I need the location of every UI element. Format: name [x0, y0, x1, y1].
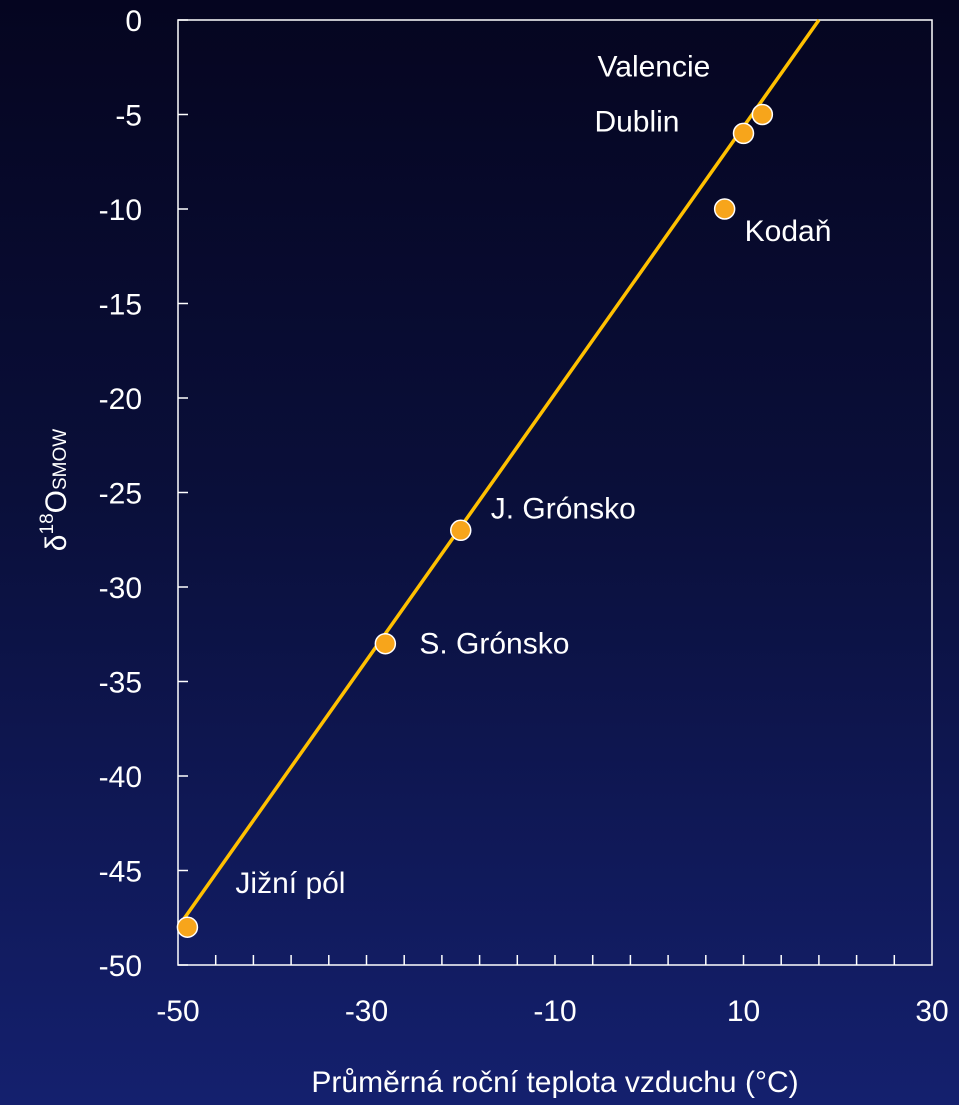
point-label: S. Grónsko — [419, 628, 569, 661]
x-axis-title: Průměrná roční teplota vzduchu (°C) — [311, 1066, 798, 1099]
y-tick-label: -30 — [99, 572, 142, 605]
y-tick-label: -20 — [99, 383, 142, 416]
y-tick-label: -15 — [99, 289, 142, 322]
y-tick-label: -50 — [99, 950, 142, 983]
data-point — [732, 122, 755, 145]
x-tick-label: 10 — [727, 995, 760, 1028]
y-axis-title-prefix: δ — [40, 535, 73, 552]
y-tick-label: -35 — [99, 667, 142, 700]
data-point — [176, 916, 199, 938]
point-label: Valencie — [597, 51, 710, 84]
point-label: Dublin — [594, 105, 679, 138]
y-axis-title-main: O — [40, 490, 73, 513]
x-tick-label: -50 — [156, 995, 199, 1028]
data-point — [450, 519, 472, 542]
data-point — [751, 103, 774, 126]
y-tick-label: -40 — [99, 761, 142, 794]
point-label: Jižní pól — [235, 867, 345, 900]
data-point — [374, 632, 397, 655]
y-tick-label: -45 — [99, 856, 142, 889]
x-tick-label: -10 — [533, 995, 576, 1028]
trend-line — [176, 18, 821, 929]
y-axis-title-sup: 18 — [37, 513, 58, 534]
labels-group: 0 -5 -10 -15 -20 -25 -30 -35 -40 -45 -50 -50 -30 -10 1… — [99, 5, 949, 1028]
marks-group — [176, 18, 821, 938]
y-tick-label: -10 — [99, 194, 142, 227]
data-point — [713, 198, 736, 220]
y-tick-label: -25 — [99, 478, 142, 511]
y-tick-label: 0 — [125, 5, 142, 38]
x-tick-label: -30 — [345, 995, 388, 1028]
point-label: J. Grónsko — [491, 492, 636, 525]
ticks-group — [178, 19, 896, 966]
y-axis-title: δ18OSMOW — [37, 429, 73, 551]
x-tick-label: 30 — [915, 995, 948, 1028]
y-axis-title-sub: SMOW — [50, 429, 71, 490]
y-tick-label: -5 — [115, 100, 142, 133]
point-label: Kodaň — [745, 215, 832, 248]
